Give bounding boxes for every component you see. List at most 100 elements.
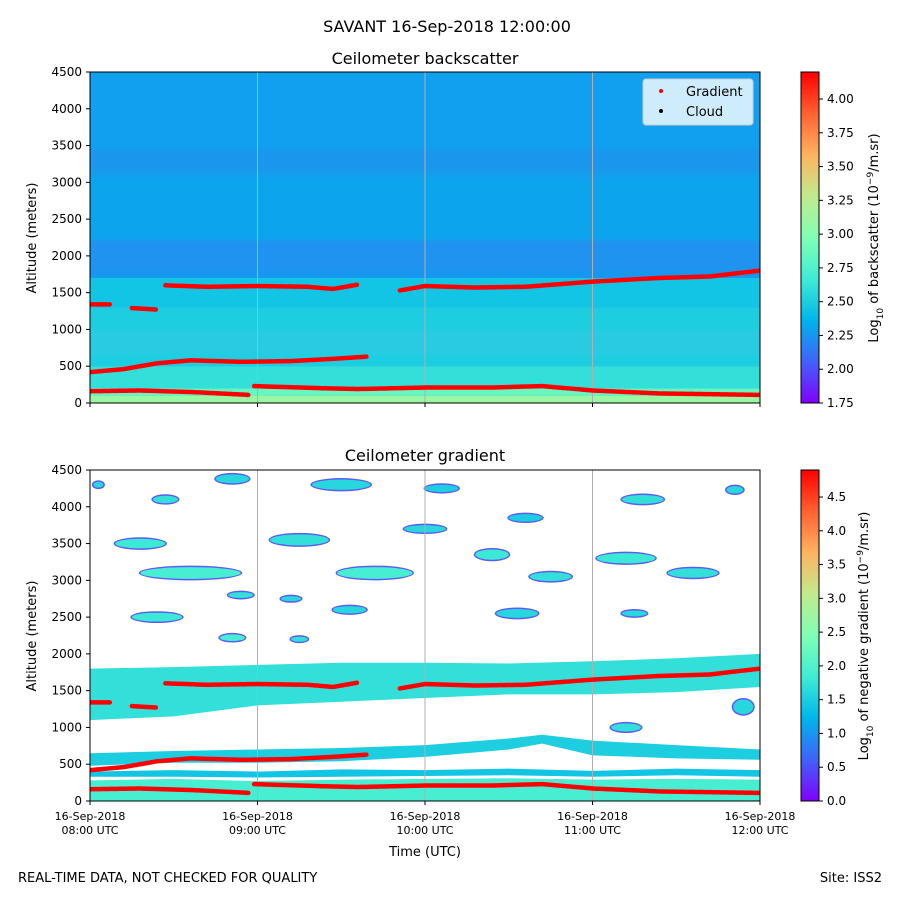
backscatter-colorbar-tick-label: 3.75 xyxy=(827,126,854,140)
backscatter-colorbar-label: Log10 of backscatter (10−9/m.sr) xyxy=(866,133,886,342)
gradient-patch xyxy=(280,596,302,602)
backscatter-gradient-line xyxy=(90,354,369,375)
legend-gradient-label: Gradient xyxy=(686,85,743,100)
gradient-patch xyxy=(726,486,744,494)
gradient-patch xyxy=(131,612,183,622)
gradient-gradient-line xyxy=(163,680,361,690)
backscatter-colorbar: 1.75 2.00 2.25 2.50 2.75 3.00 3.25 3.50 3.75 4.00… xyxy=(800,71,886,410)
gradient-colorbar-tick-label: 3.5 xyxy=(827,558,846,572)
gradient-patch xyxy=(596,553,656,564)
legend-box xyxy=(642,78,754,126)
backscatter-colorbar-tick-label: 2.00 xyxy=(827,362,854,376)
gradient-xtick-label: 16-Sep-2018 xyxy=(222,810,293,823)
gradient-xtick-label: 10:00 UTC xyxy=(396,824,453,837)
footer-disclaimer: REAL-TIME DATA, NOT CHECKED FOR QUALITY xyxy=(18,871,317,886)
gradient-patch xyxy=(667,568,719,578)
gradient-xtick-label: 16-Sep-2018 xyxy=(55,810,126,823)
gradient-colorbar-tick-label: 1.5 xyxy=(827,693,846,707)
gradient-ytick-label: 1500 xyxy=(51,684,82,698)
legend-cloud-label: Cloud xyxy=(686,105,723,120)
gradient-patch xyxy=(508,514,543,522)
backscatter-colorbar-tick-label: 2.50 xyxy=(827,295,854,309)
gradient-gradient-line xyxy=(397,666,760,691)
gradient-gradient-line xyxy=(251,781,760,796)
gradient-patch xyxy=(496,609,539,618)
gradient-patch xyxy=(115,538,166,549)
gradient-patch xyxy=(311,479,371,490)
gradient-xtick-label: 08:00 UTC xyxy=(61,824,118,837)
gradient-patch xyxy=(228,592,254,598)
gradient-ytick-label: 1000 xyxy=(51,720,82,734)
gradient-patch xyxy=(529,572,572,582)
backscatter-gradient-line xyxy=(129,305,160,312)
backscatter-ytick-label: 3500 xyxy=(51,139,82,153)
gradient-xlabel: Time (UTC) xyxy=(388,845,461,860)
gradient-patch xyxy=(332,606,367,614)
backscatter-ytick-label: 500 xyxy=(59,359,82,373)
gradient-colorbar-tick-label: 4.0 xyxy=(827,524,846,538)
backscatter-colorbar-tick-label: 3.00 xyxy=(827,227,854,241)
legend: Gradient Cloud xyxy=(642,78,754,126)
gradient-ytick-label: 4500 xyxy=(51,463,82,477)
gradient-colorbar-tick-label: 4.5 xyxy=(827,490,846,504)
backscatter-gradient-line xyxy=(251,383,760,398)
backscatter-ytick-label: 2500 xyxy=(51,212,82,226)
gradient-patch xyxy=(219,634,245,642)
gradient-colorbar: 0.0 0.5 1.0 1.5 2.0 2.5 3.0 3.5 4.0 4.5 Log10 of … xyxy=(800,469,876,808)
gradient-xtick-label: 09:00 UTC xyxy=(229,824,286,837)
gradient-patch xyxy=(215,474,250,484)
gradient-colorbar-tick-label: 2.0 xyxy=(827,659,846,673)
backscatter-ylabel: Altitude (meters) xyxy=(25,183,40,294)
figure-suptitle: SAVANT 16-Sep-2018 12:00:00 xyxy=(323,17,571,36)
gradient-patch xyxy=(152,495,178,504)
backscatter-ytick-label: 1000 xyxy=(51,322,82,336)
legend-gradient-marker xyxy=(659,89,663,93)
backscatter-gradient-line xyxy=(397,268,760,293)
backscatter-ytick-label: 2000 xyxy=(51,249,82,263)
gradient-xtick-label: 12:00 UTC xyxy=(731,824,788,837)
gradient-xtick-label: 16-Sep-2018 xyxy=(557,810,628,823)
gradient-patch xyxy=(425,484,459,493)
backscatter-colorbar-bar xyxy=(800,71,820,404)
backscatter-ytick-label: 3000 xyxy=(51,175,82,189)
gradient-title: Ceilometer gradient xyxy=(345,446,505,465)
gradient-patch xyxy=(621,610,647,617)
gradient-ytick-label: 3500 xyxy=(51,537,82,551)
gradient-patch xyxy=(270,534,329,546)
backscatter-colorbar-tick-label: 3.50 xyxy=(827,160,854,174)
gradient-patch xyxy=(337,567,413,579)
backscatter-ytick-label: 4500 xyxy=(51,65,82,79)
gradient-patch xyxy=(621,495,664,504)
backscatter-gradient-line xyxy=(163,282,361,292)
gradient-colorbar-tick-label: 3.0 xyxy=(827,591,846,605)
gradient-xtick-label: 16-Sep-2018 xyxy=(725,810,796,823)
backscatter-ytick-label: 4000 xyxy=(51,102,82,116)
gradient-ytick-label: 2000 xyxy=(51,647,82,661)
gradient-xtick-label: 11:00 UTC xyxy=(564,824,621,837)
backscatter-gradient-line xyxy=(90,388,252,398)
gradient-patch xyxy=(291,636,308,642)
gradient-patch xyxy=(93,481,104,488)
backscatter-title: Ceilometer backscatter xyxy=(332,49,519,68)
gradient-colorbar-tick-label: 0.5 xyxy=(827,760,846,774)
gradient-gradient-line xyxy=(129,703,160,710)
backscatter-colorbar-tick-label: 3.25 xyxy=(827,193,854,207)
gradient-xtick-label: 16-Sep-2018 xyxy=(390,810,461,823)
gradient-ytick-label: 0 xyxy=(74,794,82,808)
gradient-ytick-label: 4000 xyxy=(51,500,82,514)
backscatter-colorbar-tick-label: 4.00 xyxy=(827,92,854,106)
gradient-ytick-label: 3000 xyxy=(51,573,82,587)
gradient-patch xyxy=(733,699,754,715)
gradient-patch xyxy=(475,549,509,560)
gradient-colorbar-tick-label: 0.0 xyxy=(827,794,846,808)
backscatter-colorbar-tick-label: 2.25 xyxy=(827,328,854,342)
gradient-patch xyxy=(140,567,241,579)
footer-site: Site: ISS2 xyxy=(820,871,882,886)
backscatter-colorbar-tick-label: 1.75 xyxy=(827,396,854,410)
gradient-colorbar-label: Log10 of negative gradient (10−9/m.sr) xyxy=(856,512,876,761)
backscatter-colorbar-tick-label: 2.75 xyxy=(827,261,854,275)
gradient-colorbar-tick-label: 2.5 xyxy=(827,625,846,639)
gradient-colorbar-bar xyxy=(800,469,820,802)
legend-cloud-marker xyxy=(659,109,663,113)
